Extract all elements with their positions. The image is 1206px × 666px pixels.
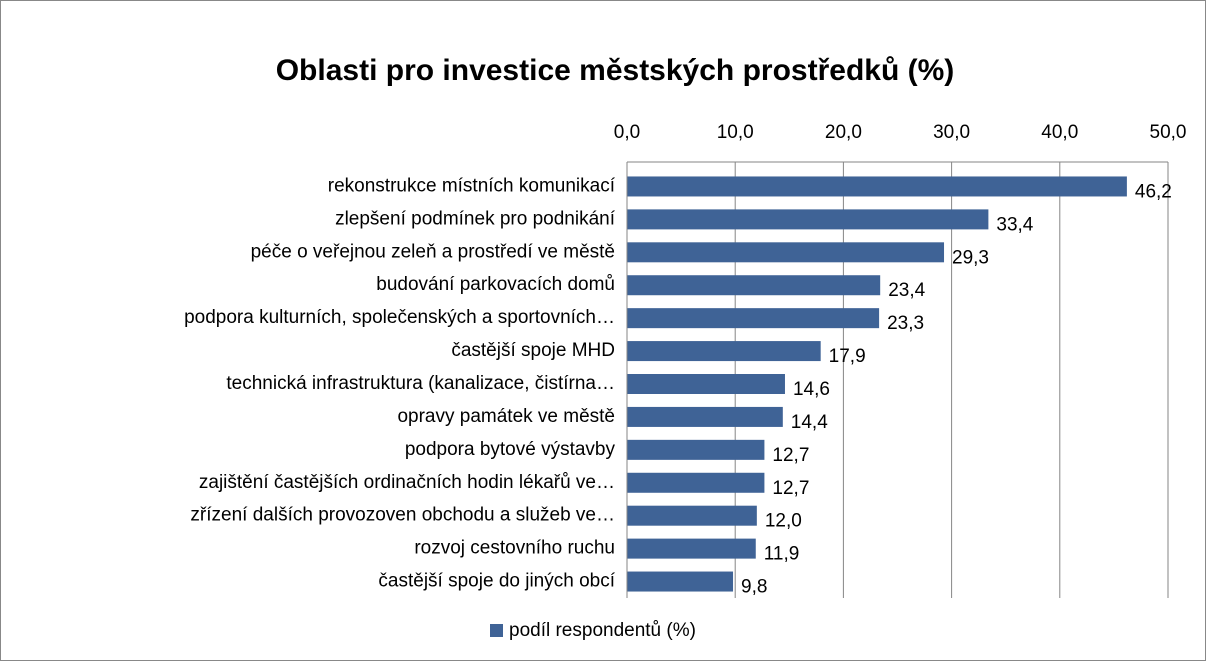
value-label: 11,9 [764, 544, 800, 565]
value-label: 23,4 [888, 280, 925, 301]
bar [627, 308, 880, 329]
value-label: 46,2 [1135, 181, 1172, 202]
bar [627, 406, 783, 427]
bar [627, 341, 821, 362]
legend-swatch [490, 624, 503, 637]
x-tick-label: 30,0 [933, 122, 970, 143]
value-label: 14,6 [793, 379, 830, 400]
y-tick-label: zajištění častějších ordinačních hodin l… [199, 472, 615, 493]
y-tick-label: opravy památek ve městě [397, 406, 615, 427]
bar [627, 538, 756, 559]
y-tick-label: rozvoj cestovního ruchu [414, 538, 615, 559]
bar [627, 472, 765, 493]
bar [627, 209, 989, 230]
y-tick-label: častější spoje MHD [451, 340, 615, 361]
bar [627, 176, 1127, 197]
value-label: 29,3 [952, 247, 989, 268]
y-tick-label: zlepšení podmínek pro podnikání [335, 208, 616, 229]
bar [627, 571, 734, 592]
y-tick-label: technická infrastruktura (kanalizace, či… [226, 373, 615, 394]
value-label: 12,7 [772, 478, 809, 499]
value-label: 12,7 [772, 445, 809, 466]
value-label: 23,3 [887, 313, 924, 334]
bar [627, 505, 757, 526]
value-label: 12,0 [765, 511, 802, 532]
value-label: 17,9 [829, 346, 866, 367]
y-tick-label: zřízení dalších provozoven obchodu a slu… [190, 505, 615, 526]
bar [627, 374, 785, 394]
bar [627, 439, 765, 460]
x-tick-label: 40,0 [1041, 122, 1078, 143]
x-tick-label: 0,0 [614, 122, 640, 143]
y-tick-label: péče o veřejnou zeleň a prostředí ve měs… [251, 241, 615, 262]
value-label: 14,4 [791, 412, 828, 433]
value-label: 9,8 [741, 577, 767, 598]
y-tick-label: podpora kulturních, společenských a spor… [184, 307, 615, 328]
y-tick-label: budování parkovacích domů [376, 274, 615, 295]
value-label: 33,4 [996, 214, 1033, 235]
y-tick-label: častější spoje do jiných obcí [378, 571, 615, 592]
legend-label: podíl respondentů (%) [509, 620, 696, 641]
x-tick-label: 20,0 [825, 122, 862, 143]
x-tick-label: 50,0 [1150, 122, 1187, 143]
y-tick-label: podpora bytové výstavby [405, 439, 616, 460]
y-tick-label: rekonstrukce místních komunikací [328, 175, 616, 196]
chart-title: Oblasti pro investice městských prostřed… [276, 54, 955, 87]
x-tick-label: 10,0 [717, 122, 754, 143]
bar [627, 275, 881, 296]
bar [627, 242, 945, 263]
